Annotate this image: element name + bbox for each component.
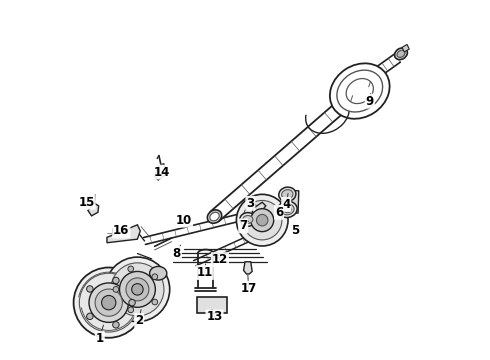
Ellipse shape [279, 187, 296, 202]
Circle shape [129, 300, 135, 306]
Text: 1: 1 [96, 332, 104, 345]
Ellipse shape [282, 190, 293, 199]
Text: 14: 14 [153, 166, 170, 179]
Circle shape [74, 267, 144, 338]
FancyBboxPatch shape [196, 297, 227, 313]
Circle shape [113, 321, 119, 328]
Circle shape [152, 299, 158, 305]
Polygon shape [107, 225, 140, 243]
Ellipse shape [281, 204, 294, 215]
Circle shape [79, 273, 138, 332]
Polygon shape [402, 44, 409, 52]
Polygon shape [155, 164, 167, 180]
Text: 2: 2 [135, 314, 143, 327]
Circle shape [128, 307, 134, 313]
Circle shape [126, 278, 149, 301]
Circle shape [113, 277, 119, 284]
Ellipse shape [394, 48, 407, 60]
Circle shape [256, 215, 268, 226]
Text: 10: 10 [176, 214, 192, 227]
Circle shape [152, 274, 158, 280]
Ellipse shape [397, 50, 405, 57]
Ellipse shape [149, 266, 167, 280]
Text: 6: 6 [275, 206, 283, 219]
Polygon shape [252, 202, 266, 214]
Text: 3: 3 [246, 197, 254, 210]
Polygon shape [88, 203, 98, 216]
Circle shape [87, 313, 93, 320]
Circle shape [251, 209, 274, 231]
Circle shape [95, 289, 122, 316]
Text: 5: 5 [291, 224, 299, 237]
Text: 4: 4 [282, 198, 291, 211]
Ellipse shape [346, 78, 373, 104]
Ellipse shape [337, 70, 383, 112]
Text: 9: 9 [366, 95, 374, 108]
Text: 15: 15 [78, 196, 95, 209]
Circle shape [128, 266, 134, 272]
Text: 13: 13 [206, 310, 222, 324]
Circle shape [243, 201, 282, 240]
Ellipse shape [240, 213, 256, 226]
Ellipse shape [207, 210, 221, 223]
Ellipse shape [243, 216, 253, 224]
Circle shape [132, 284, 143, 295]
Ellipse shape [330, 63, 390, 119]
Polygon shape [244, 262, 252, 274]
Text: 12: 12 [212, 253, 228, 266]
Text: 8: 8 [173, 247, 181, 260]
Ellipse shape [277, 201, 297, 217]
Circle shape [101, 296, 116, 310]
Circle shape [120, 271, 155, 307]
Circle shape [105, 257, 170, 321]
Text: 16: 16 [113, 224, 129, 238]
Text: 17: 17 [241, 282, 257, 295]
Polygon shape [281, 190, 299, 214]
Ellipse shape [210, 212, 219, 221]
Circle shape [113, 287, 119, 292]
Text: 11: 11 [196, 266, 213, 279]
Circle shape [89, 283, 128, 322]
Text: 7: 7 [239, 219, 247, 233]
Circle shape [111, 263, 164, 316]
Circle shape [236, 194, 288, 246]
Circle shape [87, 286, 93, 292]
